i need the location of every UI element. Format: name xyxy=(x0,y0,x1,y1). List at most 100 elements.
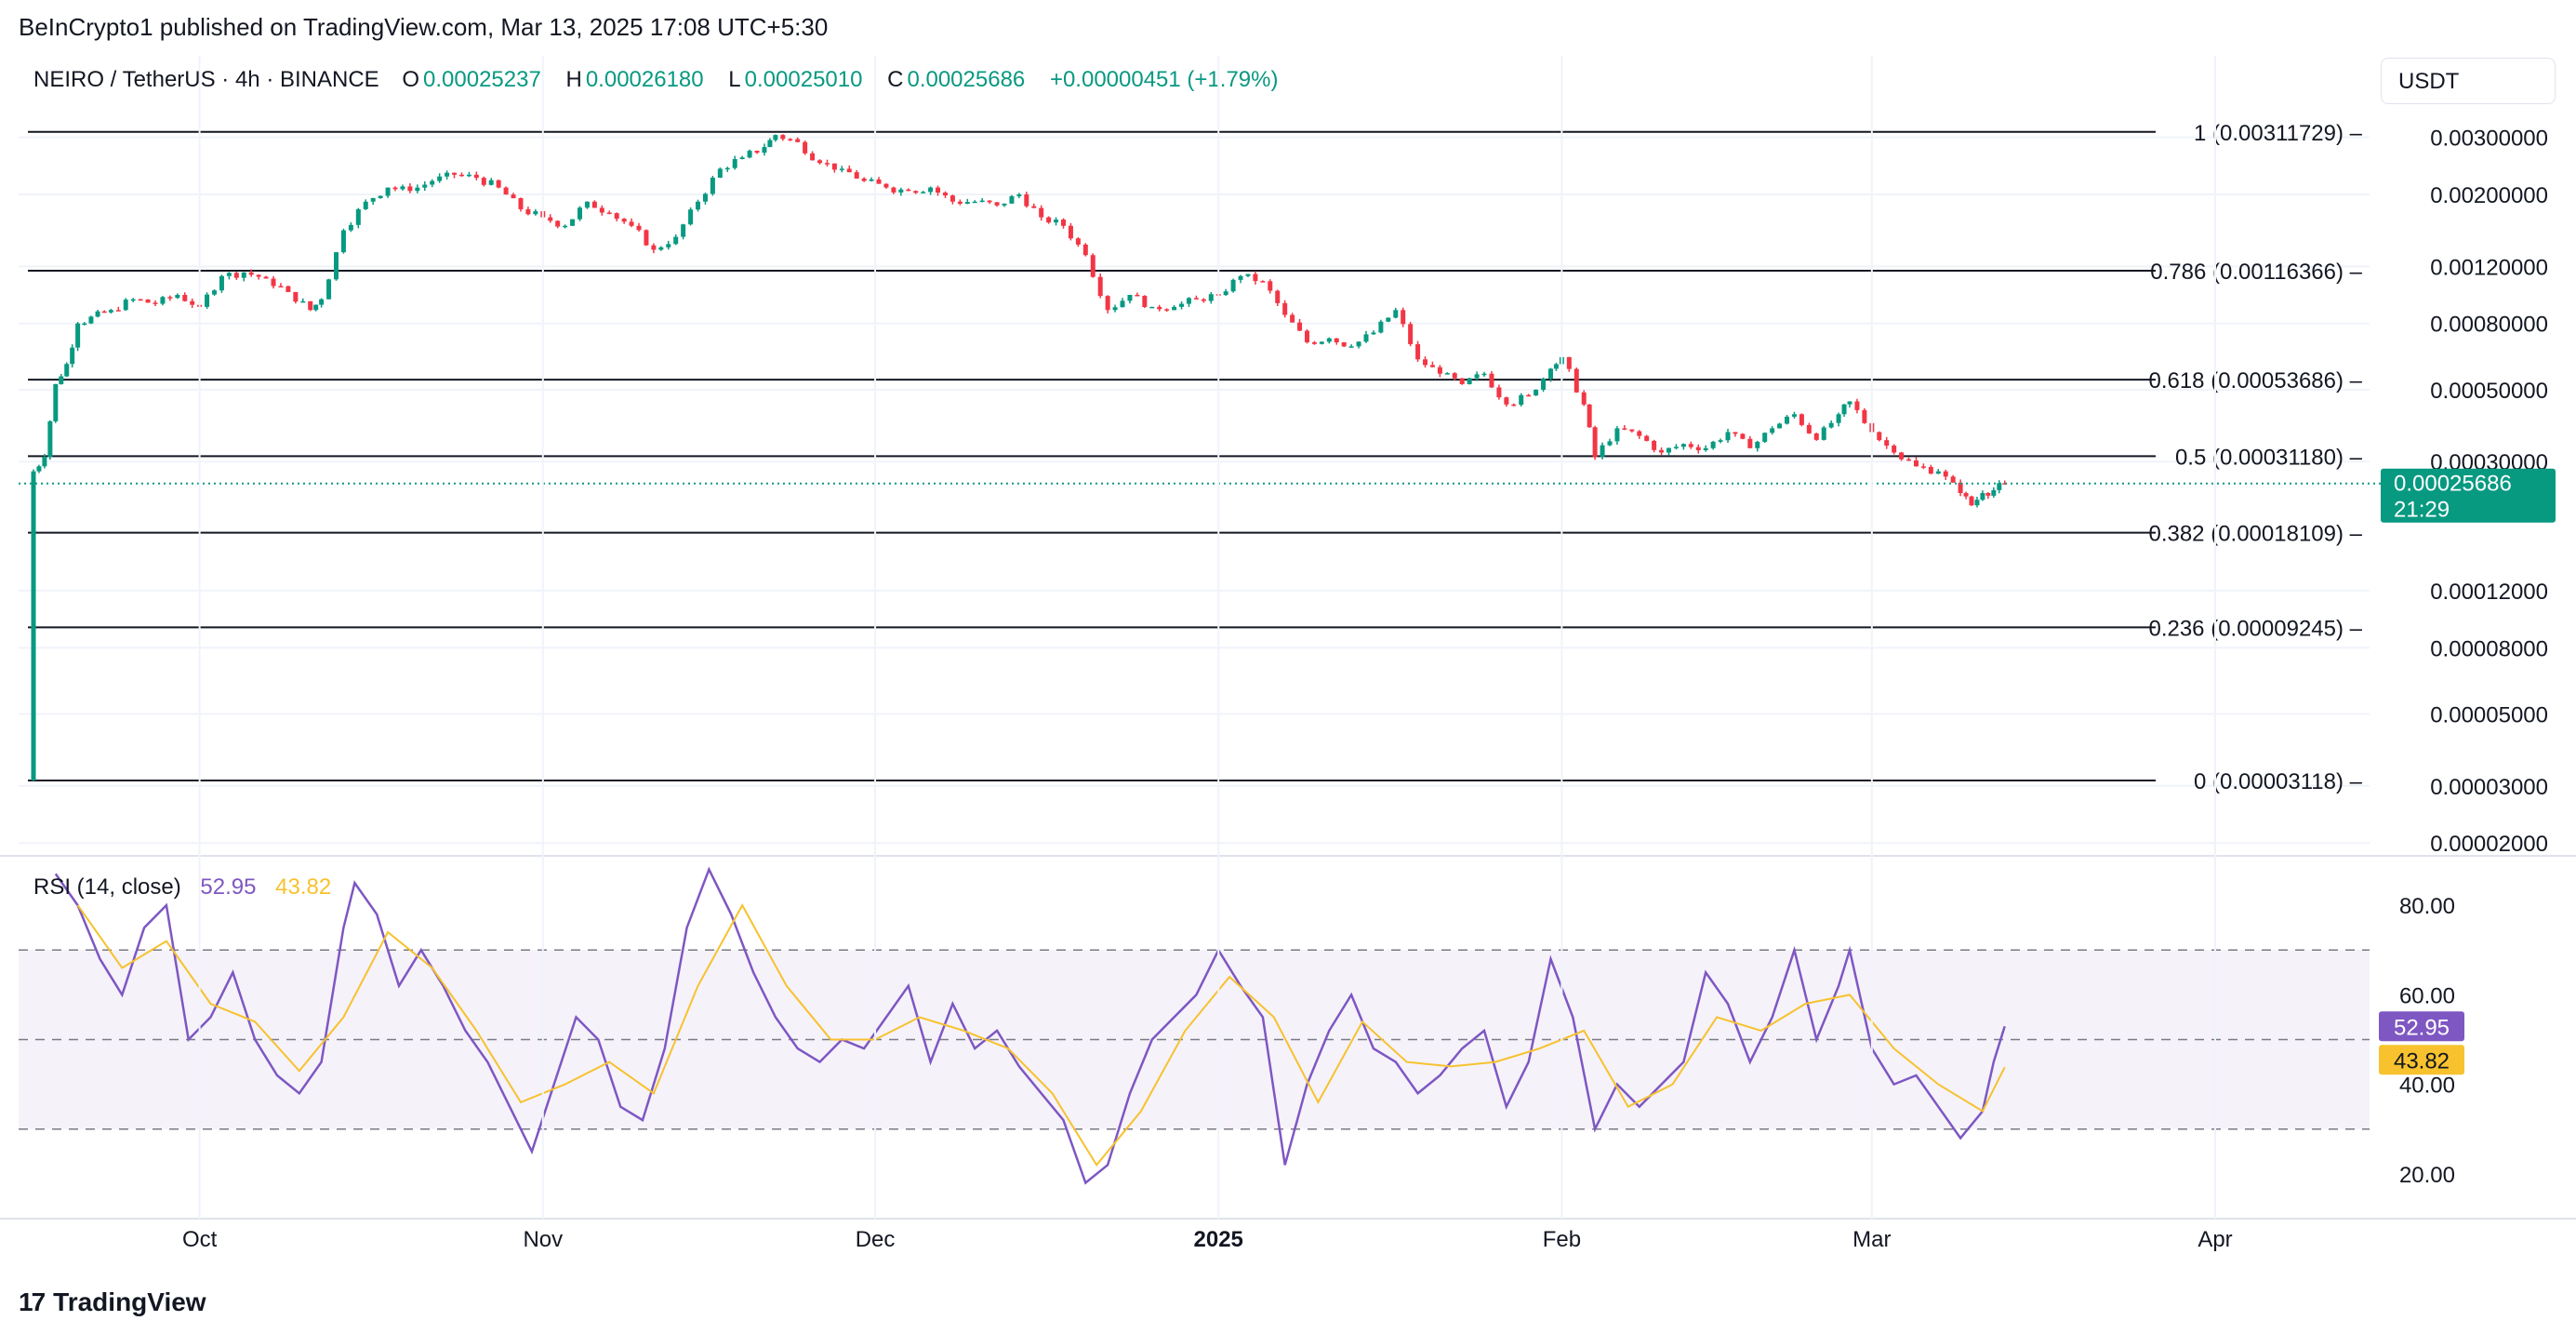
fib-level-label: 0.618 (0.00053686) – xyxy=(2148,368,2362,394)
candle-body xyxy=(1969,496,1974,506)
time-axis: Oct Nov Dec 2025 Feb Mar Apr xyxy=(182,56,2233,1252)
candle-body xyxy=(861,178,867,181)
low-value: 0.00025010 xyxy=(744,67,863,92)
time-tick-label: 2025 xyxy=(1194,1227,1243,1252)
candle-body xyxy=(773,135,778,140)
candle-body xyxy=(1444,373,1450,375)
candle-body xyxy=(1913,460,1919,467)
candle-body xyxy=(1319,341,1324,344)
publisher-line: BeInCrypto1 published on TradingView.com… xyxy=(19,13,829,41)
candle-body xyxy=(1680,444,1686,447)
candle-body xyxy=(1378,321,1384,333)
candle-body xyxy=(130,299,136,301)
candle-body xyxy=(724,167,730,170)
candle-body xyxy=(1652,440,1657,450)
fib-level-label: 0.5 (0.00031180) – xyxy=(2175,445,2363,470)
last-price-countdown: 21:29 xyxy=(2394,498,2450,523)
candle-body xyxy=(1363,334,1369,342)
time-tick-label: Feb xyxy=(1543,1227,1581,1252)
candle-body xyxy=(1223,291,1228,295)
candle-body xyxy=(788,139,793,140)
candle-body xyxy=(233,273,239,278)
candle-body xyxy=(263,276,269,279)
candle-body xyxy=(831,163,837,170)
candle-body xyxy=(1120,300,1125,308)
candle-body xyxy=(1253,273,1258,282)
logo-text: TradingView xyxy=(53,1287,206,1316)
candle-body xyxy=(548,217,553,221)
candle-body xyxy=(1238,275,1243,280)
candle-body xyxy=(437,176,443,181)
candle-body xyxy=(1371,332,1376,335)
rsi-line xyxy=(54,866,2006,1185)
candle-body xyxy=(1991,489,1997,496)
currency-button[interactable]: USDT xyxy=(2381,58,2556,104)
price-tick-label: 0.00200000 xyxy=(2430,183,2548,208)
time-tick-label: Nov xyxy=(523,1227,563,1252)
fib-level-label: 0.236 (0.00009245) – xyxy=(2148,616,2362,641)
last-price-badge-value: 0.00025686 xyxy=(2394,472,2512,497)
symbol-ohlc-legend: NEIRO / TetherUS · 4h · BINANCE O 0.00025… xyxy=(33,67,1296,93)
candle-body xyxy=(767,140,773,148)
candle-body xyxy=(666,244,671,247)
candle-body xyxy=(942,193,948,196)
candle-body xyxy=(1884,440,1890,446)
candle-body xyxy=(1935,471,1941,474)
candle-body xyxy=(385,187,391,196)
candle-body xyxy=(1877,432,1882,441)
price-tick-label: 0.00008000 xyxy=(2430,636,2548,661)
candle-body xyxy=(1906,459,1912,461)
candle-body xyxy=(681,224,686,237)
tradingview-logo[interactable]: 17 TradingView xyxy=(19,1287,206,1317)
candle-body xyxy=(458,174,464,177)
open-label: O xyxy=(402,67,420,92)
candle-body xyxy=(42,457,47,467)
candle-body xyxy=(1282,302,1288,315)
candle-body xyxy=(1467,378,1472,384)
candle-body xyxy=(466,174,471,177)
candle-body xyxy=(1437,367,1442,374)
candle-body xyxy=(928,187,934,193)
candle-body xyxy=(563,225,568,228)
candle-body xyxy=(1703,447,1708,450)
rsi-tick-label: 60.00 xyxy=(2399,983,2455,1008)
candle-body xyxy=(36,466,42,472)
candle-body xyxy=(95,311,100,317)
symbol-name[interactable]: NEIRO / TetherUS · 4h · BINANCE xyxy=(33,67,379,92)
rsi-pane: 80.00 60.00 40.00 20.00 52.95 43.82 xyxy=(0,866,2576,1220)
candle-body xyxy=(1566,356,1572,369)
candle-body xyxy=(614,213,619,220)
candle-body xyxy=(1854,401,1860,410)
candle-body xyxy=(452,172,458,175)
candle-body xyxy=(285,286,291,292)
price-tick-label: 0.00080000 xyxy=(2430,313,2548,338)
candle-body xyxy=(1974,500,1980,506)
rsi-ma-value-badge-text: 43.82 xyxy=(2394,1048,2450,1074)
candle-body xyxy=(1733,432,1738,434)
candle-body xyxy=(248,272,254,275)
candle-body xyxy=(1511,404,1517,407)
price-tick-label: 0.00012000 xyxy=(2430,580,2548,605)
rsi-label[interactable]: RSI (14, close) xyxy=(33,874,181,900)
time-tick-label: Dec xyxy=(856,1227,896,1252)
candle-body xyxy=(1127,294,1133,301)
candle-body xyxy=(1075,238,1081,245)
close-label: C xyxy=(887,67,904,92)
candle-body xyxy=(994,202,1000,206)
candle-body xyxy=(1097,276,1103,297)
candle-body xyxy=(488,180,494,185)
candle-body xyxy=(1326,338,1332,342)
candle-body xyxy=(1031,206,1037,208)
candle-body xyxy=(1311,341,1317,344)
candle-body xyxy=(1201,299,1206,301)
candle-body xyxy=(1429,365,1435,367)
candle-body xyxy=(1629,429,1635,432)
candle-body xyxy=(1899,452,1905,460)
candle-body xyxy=(846,168,852,173)
candle-body xyxy=(1489,373,1494,388)
candle-body xyxy=(1459,378,1465,384)
candle-body xyxy=(219,275,224,291)
candle-body xyxy=(1208,294,1214,301)
candle-body xyxy=(378,195,383,198)
